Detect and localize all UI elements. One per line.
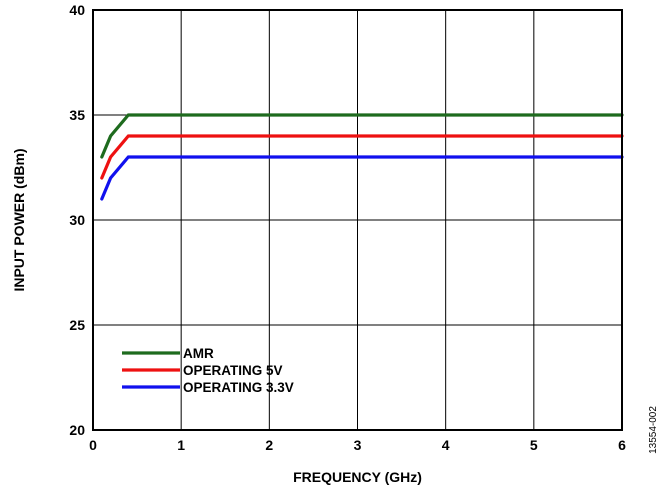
series-line-2 xyxy=(100,155,624,201)
x-tick-label: 5 xyxy=(530,437,538,453)
legend-label: AMR xyxy=(183,346,214,361)
x-tick-label: 3 xyxy=(354,437,362,453)
figure-id: 13554-002 xyxy=(648,406,659,454)
x-axis-title: FREQUENCY (GHz) xyxy=(293,469,422,485)
x-tick-label: 1 xyxy=(177,437,185,453)
series-line-0 xyxy=(100,113,624,159)
plot-frame xyxy=(92,9,623,431)
y-tick-label: 35 xyxy=(69,107,85,123)
y-axis-title: INPUT POWER (dBm) xyxy=(11,148,27,291)
series-layer xyxy=(100,113,624,201)
x-tick-label: 2 xyxy=(265,437,273,453)
legend: AMR OPERATING 5V OPERATING 3.3V xyxy=(122,346,294,395)
x-tick-labels: 0 1 2 3 4 5 6 xyxy=(89,437,626,453)
y-tick-label: 40 xyxy=(69,2,85,18)
y-tick-label: 20 xyxy=(69,422,85,438)
grid xyxy=(93,10,622,430)
legend-label: OPERATING 5V xyxy=(183,363,283,378)
legend-label: OPERATING 3.3V xyxy=(183,380,294,395)
x-tick-label: 6 xyxy=(618,437,626,453)
x-tick-label: 4 xyxy=(442,437,450,453)
y-tick-label: 25 xyxy=(69,317,85,333)
y-tick-label: 30 xyxy=(69,212,85,228)
y-tick-labels: 20 25 30 35 40 xyxy=(69,2,85,438)
x-tick-label: 0 xyxy=(89,437,97,453)
series-line-1 xyxy=(100,134,624,180)
